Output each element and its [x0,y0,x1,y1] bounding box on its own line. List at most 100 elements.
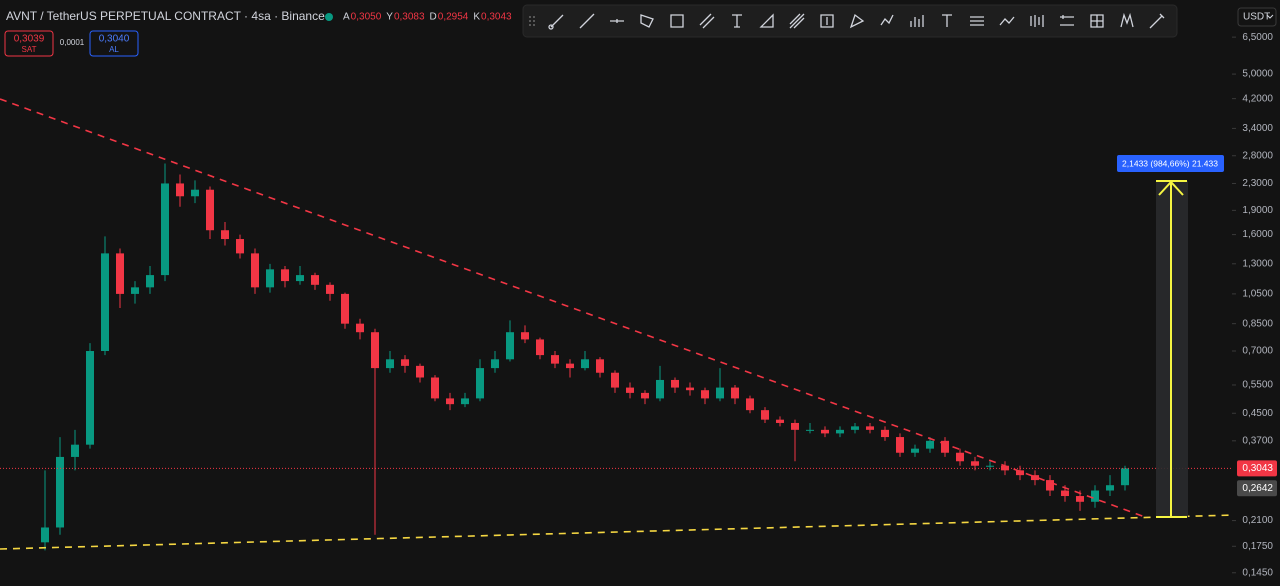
buy-price[interactable]: 0,3040 [99,34,130,45]
candle-body [851,426,859,430]
candle-body [686,387,694,391]
y-tick-label: 0,1750 [1242,541,1273,552]
tool-icon[interactable] [880,14,894,26]
candle-body [416,365,424,378]
resistance-trendline[interactable] [0,98,1146,518]
candle-body [371,332,379,369]
y-tick-label: 3,4000 [1242,123,1273,134]
y-tick-label: 2,3000 [1242,178,1273,189]
candle-body [596,359,604,373]
candle-body [551,355,559,364]
candle-body [506,332,514,360]
candle-body [656,379,664,399]
ohlc-value: 0,3050 [351,12,382,23]
measure-arrow [1158,180,1184,196]
candle-body [746,398,754,411]
tool-icon[interactable] [849,13,865,29]
candle-body [941,440,949,453]
y-tick-label: 0,1450 [1242,567,1273,578]
candle-body [1046,480,1054,491]
candle-body [281,269,289,282]
tool-icon[interactable] [610,19,624,23]
candle-body [776,419,784,423]
tool-icon[interactable] [699,13,715,29]
candle-body [956,452,964,462]
tool-icon[interactable] [548,14,564,30]
currency-select[interactable] [1237,7,1277,27]
tool-icon[interactable] [1030,15,1044,27]
tool-icon[interactable] [1090,14,1104,28]
tool-icon[interactable] [789,13,805,29]
candle-body [326,284,334,294]
tool-icon[interactable] [970,16,984,26]
candle-body [86,351,94,445]
candle-body [731,387,739,399]
candle-body [431,377,439,399]
tool-icon[interactable] [1060,15,1074,26]
tool-icon[interactable] [1149,13,1165,29]
candle-body [161,183,169,276]
candle-body [791,422,799,430]
tool-icon[interactable] [640,14,654,28]
candle-body [341,293,349,324]
candle-body [461,398,469,405]
ohlc-value: 0,3043 [481,12,512,23]
y-tick-label: 5,0000 [1242,69,1273,80]
tool-icon[interactable] [670,14,684,28]
price-badge-label: 0,2642 [1242,483,1273,494]
currency[interactable]: USDT [1243,12,1270,23]
candle-body [701,390,709,399]
candle-body [866,426,874,430]
drawing-toolbar [522,4,1178,38]
tool-icon[interactable] [1120,12,1134,28]
ohlc-key: Y [386,12,393,23]
candle-body [296,275,304,282]
candle-body [536,339,544,356]
candle-body [1121,468,1129,486]
symbol-title[interactable]: AVNT / TetherUS PERPETUAL CONTRACT · 4sa… [6,9,325,23]
candle-body [1031,475,1039,481]
y-tick-label: 0,3700 [1242,435,1273,446]
buy-button[interactable] [89,30,139,57]
tool-icon[interactable] [759,13,774,28]
candle-body [191,189,199,197]
tool-icon[interactable] [999,16,1015,26]
tool-icon[interactable] [732,14,742,28]
tool-icon[interactable] [579,13,595,29]
buy-label[interactable]: AL [109,45,119,54]
candle-body [881,429,889,438]
candle-body [1106,485,1114,491]
sell-label[interactable]: SAT [22,45,37,54]
ohlc-key: D [430,12,437,23]
candle-body [386,359,394,369]
sell-price[interactable]: 0,3039 [14,34,45,45]
price-axis-labels: 6,5000 5,0000 4,2000 3,4000 2,8000 2,3000 1,90… [1232,32,1277,578]
candle-body [581,359,589,369]
candle-body [476,368,484,399]
candle-body [1091,490,1099,502]
candle-body [761,410,769,420]
ohlc-key: A [343,12,350,23]
support-trendline[interactable] [0,514,1236,550]
candle-body [266,269,274,288]
candle-body [491,359,499,369]
candle-body [806,429,814,431]
candle-body [236,239,244,254]
candle-body [971,461,979,466]
price-badge [1237,460,1277,477]
candle-body [56,456,64,528]
tool-icon[interactable] [942,14,952,27]
tool-icon[interactable] [910,15,924,27]
sell-button[interactable] [4,30,54,57]
candle-body [641,392,649,399]
candle-body [611,372,619,388]
tool-icon[interactable] [820,14,834,28]
candle-body [206,189,214,231]
y-tick-label: 0,5500 [1242,380,1273,391]
candle-body [911,448,919,453]
y-tick-label: 2,8000 [1242,150,1273,161]
candle-body [251,253,259,288]
price-badge-label: 0,3043 [1242,463,1273,474]
